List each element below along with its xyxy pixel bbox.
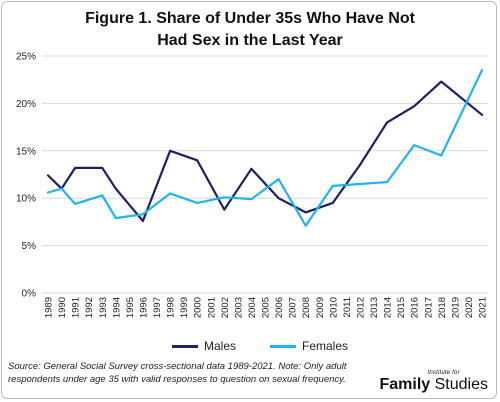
logo-main-text: Family Studies (380, 376, 489, 393)
x-tick-label: 1995 (125, 297, 136, 318)
legend-label-males: Males (204, 339, 237, 353)
source-note: Source: General Social Survey cross-sect… (8, 361, 347, 385)
x-tick-label: 2018 (437, 297, 448, 318)
legend: Males Females (0, 339, 500, 355)
x-tick-label: 2007 (288, 297, 299, 318)
x-tick-label: 2019 (450, 297, 461, 318)
legend-swatch-females (270, 344, 296, 348)
x-tick-label: 2002 (220, 297, 231, 318)
x-tick-label: 2015 (396, 297, 407, 318)
x-tick-label: 1992 (84, 297, 95, 318)
x-tick-label: 2016 (410, 297, 421, 318)
y-tick-label: 25% (16, 52, 36, 63)
title-line-1: Figure 1. Share of Under 35s Who Have No… (85, 10, 415, 27)
gridlines (42, 55, 488, 294)
legend-item-females: Females (270, 339, 348, 353)
chart-title: Figure 1. Share of Under 35s Who Have No… (0, 8, 500, 52)
x-tick-label: 2008 (301, 297, 312, 318)
y-tick-label: 5% (22, 241, 37, 252)
series-lines (46, 69, 484, 227)
y-tick-label: 10% (16, 194, 36, 205)
x-tick-label: 2005 (261, 297, 272, 318)
x-tick-label: 1991 (71, 297, 82, 318)
logo-regular-text: Studies (430, 376, 488, 393)
x-tick-label: 2000 (193, 297, 204, 318)
title-line-2: Had Sex in the Last Year (157, 32, 343, 49)
y-axis-tick-labels: 0% 5% 10% 15% 20% 25% (16, 52, 36, 300)
series-line-males (46, 80, 484, 223)
logo-bold-text: Family (379, 376, 431, 393)
x-tick-label: 2011 (342, 297, 353, 317)
logo-small-text: Institute for (427, 370, 460, 376)
y-tick-label: 15% (16, 146, 36, 157)
series-line-females (46, 69, 484, 227)
x-tick-label: 2004 (247, 297, 258, 318)
x-tick-label: 2012 (355, 297, 366, 318)
legend-label-females: Females (302, 339, 349, 353)
x-tick-label: 1990 (57, 297, 68, 318)
x-tick-label: 1996 (138, 297, 149, 318)
x-tick-label: 2006 (274, 297, 285, 318)
legend-swatch-males (172, 344, 198, 348)
x-tick-label: 2014 (383, 297, 394, 318)
x-tick-label: 2020 (464, 297, 475, 318)
x-axis-tick-labels: 1989 1990 1991 1992 1993 1994 1995 1996 1997 1998… (44, 297, 489, 318)
x-tick-label: 2013 (369, 297, 380, 318)
x-tick-label: 2017 (423, 297, 434, 318)
x-tick-label: 2010 (328, 297, 339, 318)
x-tick-label: 1997 (152, 297, 163, 318)
x-tick-label: 1994 (111, 297, 122, 318)
x-tick-label: 1998 (166, 297, 177, 318)
x-tick-label: 1999 (179, 297, 190, 318)
y-tick-label: 0% (22, 289, 37, 300)
x-tick-label: 1989 (44, 297, 55, 318)
x-tick-label: 2021 (478, 297, 489, 318)
legend-item-males: Males (172, 339, 236, 353)
institute-logo: Institute for Family Studies (380, 370, 489, 393)
x-tick-label: 2001 (206, 297, 217, 318)
x-tick-label: 2003 (233, 297, 244, 318)
y-tick-label: 20% (16, 99, 36, 110)
x-tick-label: 1993 (98, 297, 109, 318)
x-tick-label: 2009 (315, 297, 326, 318)
